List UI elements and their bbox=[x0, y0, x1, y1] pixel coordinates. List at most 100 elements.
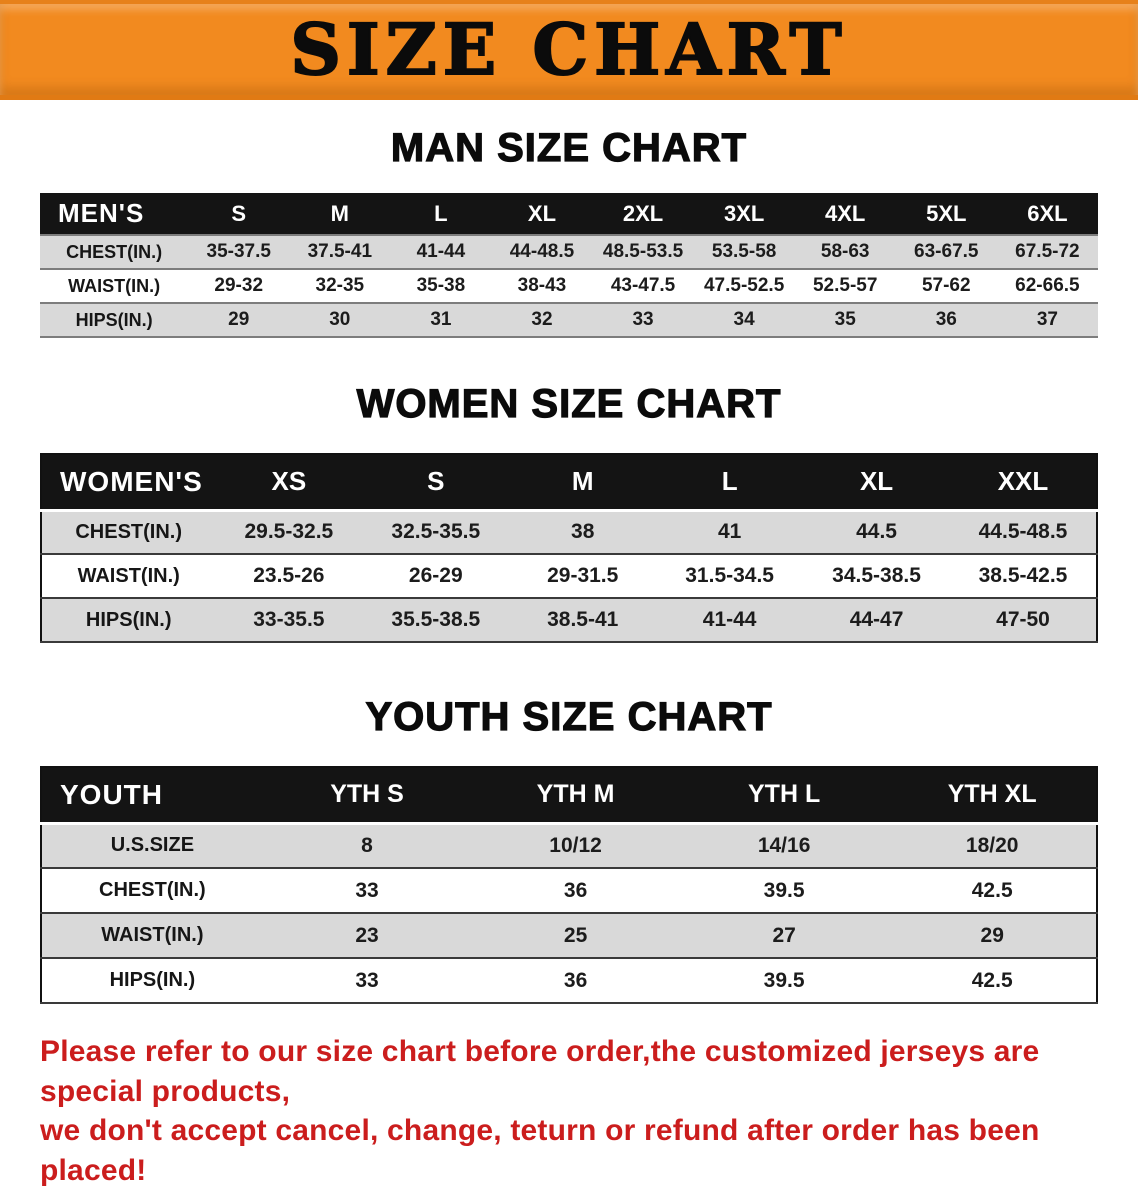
table-cell: 33 bbox=[355, 968, 379, 992]
table-cell: 62-66.5 bbox=[1015, 275, 1080, 296]
row-label: WAIST(IN.) bbox=[101, 924, 204, 946]
table-header-cell: YTH S bbox=[262, 767, 472, 825]
table-row: HIPS(IN.) 29 30 31 32 33 34 35 36 37 bbox=[40, 303, 1098, 337]
table-cell: 29 bbox=[228, 309, 250, 330]
table-cell: 14/16 bbox=[757, 833, 811, 857]
table-cell: 35.5-38.5 bbox=[391, 608, 481, 631]
table-cell: 29-32 bbox=[214, 275, 264, 296]
table-row: HIPS(IN.) 33 36 39.5 42.5 bbox=[41, 958, 1097, 1003]
table-cell: 25 bbox=[563, 923, 588, 947]
table-header-cell: M bbox=[289, 193, 391, 235]
table-cell: 48.5-53.5 bbox=[602, 241, 684, 262]
table-header-cell: WOMEN'S bbox=[41, 454, 216, 512]
table-header-cell: 3XL bbox=[693, 193, 795, 235]
footer-disclaimer-line-2: we don't accept cancel, change, teturn o… bbox=[40, 1114, 1040, 1187]
row-label: CHEST(IN.) bbox=[75, 520, 183, 543]
table-header-cell: XL bbox=[491, 193, 593, 235]
table-row: CHEST(IN.) 33 36 39.5 42.5 bbox=[41, 868, 1097, 913]
table-cell: 37 bbox=[1036, 309, 1058, 330]
table-header-cell: 5XL bbox=[895, 193, 997, 235]
table-cell: 39.5 bbox=[763, 878, 805, 902]
table-cell: 23 bbox=[355, 923, 379, 947]
table-cell: 42.5 bbox=[971, 878, 1013, 902]
table-header-cell: M bbox=[509, 454, 657, 512]
table-header-cell: S bbox=[362, 454, 510, 512]
table-cell: 31.5-34.5 bbox=[685, 564, 774, 587]
table-cell: 36 bbox=[563, 878, 588, 902]
table-row: WAIST(IN.) 23.5-26 26-29 29-31.5 31.5-34… bbox=[41, 554, 1097, 598]
row-label: HIPS(IN.) bbox=[109, 969, 196, 991]
row-label: HIPS(IN.) bbox=[85, 608, 172, 631]
table-cell: 35-38 bbox=[416, 275, 466, 296]
table-header-cell: XS bbox=[215, 454, 363, 512]
table-cell: 37.5-41 bbox=[307, 241, 373, 262]
row-label: CHEST(IN.) bbox=[66, 241, 163, 262]
table-cell: 44-48.5 bbox=[509, 241, 575, 262]
men-size-table: MEN'S S M L XL 2XL 3XL 4XL 5XL 6XL CHEST… bbox=[40, 193, 1098, 338]
table-header-cell: 6XL bbox=[996, 193, 1098, 235]
table-cell: 53.5-58 bbox=[711, 241, 777, 262]
table-cell: 18/20 bbox=[965, 833, 1019, 857]
table-cell: 38.5-42.5 bbox=[978, 564, 1068, 587]
table-header-cell: 2XL bbox=[592, 193, 694, 235]
table-cell: 41 bbox=[717, 520, 742, 544]
table-header-cell: S bbox=[188, 193, 290, 235]
table-cell: 32 bbox=[531, 309, 553, 330]
table-header-cell: YOUTH bbox=[41, 767, 263, 825]
table-cell: 32.5-35.5 bbox=[391, 520, 481, 544]
table-cell: 35 bbox=[834, 309, 856, 330]
table-header-cell: YTH L bbox=[679, 767, 889, 825]
table-cell: 44.5-48.5 bbox=[978, 520, 1068, 544]
banner-title: SIZE CHART bbox=[289, 7, 848, 91]
table-header-cell: XL bbox=[803, 454, 951, 512]
table-cell: 43-47.5 bbox=[610, 275, 676, 296]
table-cell: 38 bbox=[571, 520, 595, 544]
table-cell: 38-43 bbox=[517, 275, 567, 296]
table-row: WAIST(IN.) 29-32 32-35 35-38 38-43 43-47… bbox=[40, 269, 1098, 303]
youth-table-header-row: YOUTH YTH S YTH M YTH L YTH XL bbox=[41, 767, 1097, 825]
size-chart-banner: SIZE CHART bbox=[0, 0, 1138, 100]
table-cell: 36 bbox=[935, 309, 957, 330]
table-cell: 34 bbox=[733, 309, 755, 330]
men-size-chart-heading: MAN SIZE CHART bbox=[390, 125, 748, 170]
table-header-cell: 4XL bbox=[794, 193, 896, 235]
table-cell: 52.5-57 bbox=[812, 275, 878, 296]
table-header-cell: XXL bbox=[950, 454, 1097, 512]
table-cell: 32-35 bbox=[315, 275, 365, 296]
table-header-cell: L bbox=[656, 454, 804, 512]
table-cell: 26-29 bbox=[408, 564, 463, 587]
table-cell: 30 bbox=[329, 309, 351, 330]
women-table-header-row: WOMEN'S XS S M L XL XXL bbox=[41, 454, 1097, 512]
table-cell: 67.5-72 bbox=[1015, 241, 1080, 262]
table-cell: 41-44 bbox=[702, 608, 757, 631]
row-label: WAIST(IN.) bbox=[77, 564, 180, 587]
table-cell: 23.5-26 bbox=[253, 564, 325, 587]
table-header-cell: MEN'S bbox=[40, 193, 189, 235]
table-cell: 38.5-41 bbox=[547, 608, 619, 631]
table-cell: 8 bbox=[361, 833, 373, 857]
table-cell: 31 bbox=[430, 309, 452, 330]
table-cell: 47-50 bbox=[996, 608, 1050, 631]
table-cell: 58-63 bbox=[820, 241, 870, 262]
table-cell: 10/12 bbox=[549, 833, 602, 857]
youth-size-table: YOUTH YTH S YTH M YTH L YTH XL U.S.SIZE … bbox=[40, 766, 1098, 1004]
table-cell: 35-37.5 bbox=[206, 241, 271, 262]
table-row: CHEST(IN.) 29.5-32.5 32.5-35.5 38 41 44.… bbox=[41, 510, 1097, 554]
table-row: WAIST(IN.) 23 25 27 29 bbox=[41, 913, 1097, 958]
table-cell: 47.5-52.5 bbox=[703, 275, 785, 296]
table-cell: 29.5-32.5 bbox=[244, 520, 334, 544]
table-row: HIPS(IN.) 33-35.5 35.5-38.5 38.5-41 41-4… bbox=[41, 598, 1097, 642]
men-table-header-row: MEN'S S M L XL 2XL 3XL 4XL 5XL 6XL bbox=[40, 193, 1098, 235]
footer-disclaimer: Please refer to our size chart before or… bbox=[40, 1032, 1098, 1190]
table-cell: 29 bbox=[980, 923, 1004, 947]
table-row: U.S.SIZE 8 10/12 14/16 18/20 bbox=[41, 823, 1097, 868]
table-cell: 33 bbox=[355, 878, 379, 902]
row-label: WAIST(IN.) bbox=[68, 275, 161, 296]
table-cell: 42.5 bbox=[971, 968, 1013, 992]
table-cell: 57-62 bbox=[921, 275, 971, 296]
table-cell: 29-31.5 bbox=[547, 564, 619, 587]
table-cell: 36 bbox=[563, 968, 588, 992]
table-cell: 39.5 bbox=[763, 968, 805, 992]
table-cell: 33-35.5 bbox=[253, 608, 325, 631]
